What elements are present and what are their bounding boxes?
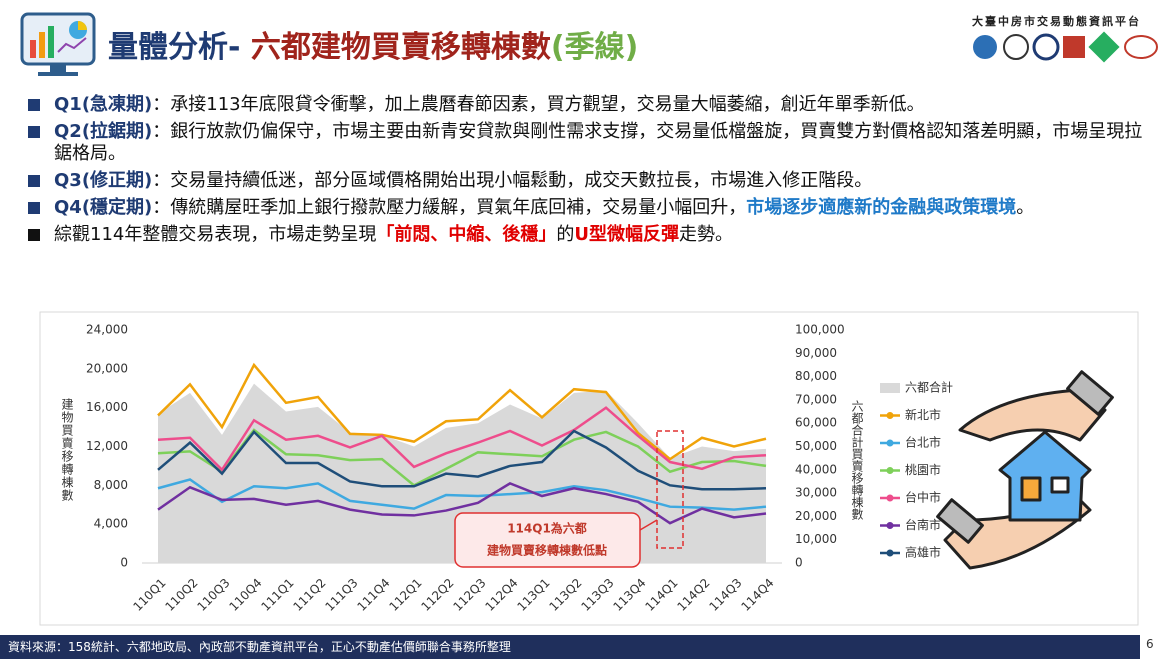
bullet-text: Q3(修正期) — [54, 170, 153, 191]
annotation-text: 114Q1為六都 — [507, 521, 587, 536]
y2-tick-label: 100,000 — [795, 323, 845, 337]
line — [157, 429, 767, 491]
legend-marker — [886, 494, 894, 502]
legend-label: 新北市 — [905, 407, 941, 422]
bullet: Q3(修正期)：交易量持續低迷，部分區域價格開始出現小幅鬆動，成交天數拉長，市場… — [26, 170, 1151, 192]
y-tick-label: 4,000 — [94, 517, 128, 531]
y-tick-label: 16,000 — [86, 400, 128, 414]
logos — [973, 31, 1158, 63]
bullet-text: 綜觀114年整體交易表現，市場走勢呈現 — [54, 224, 377, 245]
y-tick-label: 0 — [120, 556, 128, 570]
legend-marker — [886, 439, 894, 447]
title-part: 六都建物買賣移轉棟數 — [250, 30, 551, 65]
line — [157, 406, 767, 472]
legend-label: 台南市 — [905, 517, 941, 532]
bullet-text: 。 — [1016, 197, 1035, 218]
line — [157, 428, 767, 487]
bullet: Q1(急凍期)：承接113年底限貸令衝擊，加上農曆春節因素，買方觀望，交易量大幅… — [26, 94, 1151, 116]
legend-label: 六都合計 — [905, 380, 953, 395]
legend-marker — [886, 412, 894, 419]
y-tick-label: 12,000 — [86, 439, 128, 453]
legend-label: 台中市 — [905, 490, 941, 505]
legend-swatch — [880, 383, 900, 393]
platform-name: 大臺中房市交易動態資訊平台 — [972, 15, 1141, 28]
y2-tick-label: 50,000 — [795, 439, 837, 453]
bullet-text: 的 — [556, 224, 575, 245]
bullet-text: Q1(急凍期) — [54, 94, 153, 115]
y-tick-label: 24,000 — [86, 323, 128, 337]
bullet-text: Q4(穩定期) — [54, 197, 153, 218]
bullet-list: Q1(急凍期)：承接113年底限貸令衝擊，加上農曆春節因素，買方觀望，交易量大幅… — [26, 94, 1151, 251]
y2-tick-label: 80,000 — [795, 369, 837, 383]
bullet-text: ：銀行放款仍偏保守，市場主要由新青安貸款與剛性需求支撐，交易量低檔盤旋，買賣雙方… — [54, 121, 1143, 164]
line — [157, 482, 767, 525]
y-tick-label: 20,000 — [86, 361, 128, 375]
house-illustration — [936, 370, 1114, 570]
y-axis-label: 建物買賣移轉棟數 — [60, 398, 74, 502]
legend-label: 桃園市 — [905, 462, 941, 477]
y2-tick-label: 30,000 — [795, 486, 837, 500]
bullet: 綜觀114年整體交易表現，市場走勢呈現「前悶、中縮、後穩」的U型微幅反彈走勢。 — [26, 224, 1151, 246]
bullet-text: U型微幅反彈 — [574, 224, 679, 245]
page-number: 6 — [1146, 637, 1154, 651]
bullet-text: ：交易量持續低迷，部分區域價格開始出現小幅鬆動，成交天數拉長，市場進入修正階段。 — [152, 170, 873, 191]
title: 量體分析- 六都建物買賣移轉棟數(季線) — [108, 22, 638, 66]
bullet: Q4(穩定期)：傳統購屋旺季加上銀行撥款壓力緩解，買氣年底回補，交易量小幅回升，… — [26, 197, 1151, 219]
y2-tick-label: 10,000 — [795, 532, 837, 546]
legend-marker — [886, 549, 894, 557]
header-icon — [20, 12, 96, 76]
bullet-text: 「前悶、中縮、後穩」 — [376, 224, 557, 245]
title-part: 量體分析- — [108, 30, 251, 65]
y2-tick-label: 20,000 — [795, 509, 837, 523]
annotation-text: 建物買賣移轉棟數低點 — [486, 543, 607, 558]
bullet-text: ：承接113年底限貸令衝擊，加上農曆春節因素，買方觀望，交易量大幅萎縮，創近年單… — [152, 94, 925, 115]
bullet: Q2(拉鋸期)：銀行放款仍偏保守，市場主要由新青安貸款與剛性需求支撐，交易量低檔… — [26, 121, 1151, 165]
bullet-text: ：傳統購屋旺季加上銀行撥款壓力緩解，買氣年底回補，交易量小幅回升， — [152, 197, 747, 218]
y2-axis-label: 六都合計買賣移轉棟數 — [850, 400, 864, 521]
y-tick-label: 8,000 — [94, 478, 128, 492]
annotation-box — [454, 512, 641, 568]
title-part: (季線) — [550, 30, 639, 65]
bullet-text: Q2(拉鋸期) — [54, 121, 153, 142]
y2-tick-label: 60,000 — [795, 416, 837, 430]
footer-source: 資料來源：158統計、六都地政局、內政部不動產資訊平台，正心不動產估價師聯合事務… — [0, 635, 1140, 659]
bullet-text: 市場逐步適應新的金融與政策環境 — [746, 197, 1017, 218]
legend-label: 台北市 — [905, 435, 941, 450]
y2-tick-label: 40,000 — [795, 462, 837, 476]
legend-marker — [886, 522, 894, 529]
legend-marker — [886, 467, 894, 474]
y2-tick-label: 70,000 — [795, 392, 837, 406]
line — [157, 362, 767, 461]
annotation-pointer — [639, 519, 658, 531]
y2-tick-label: 0 — [795, 556, 803, 570]
line — [157, 478, 767, 511]
y2-tick-label: 90,000 — [795, 346, 837, 360]
bullet-text: 走勢。 — [678, 224, 733, 245]
legend-label: 高雄市 — [905, 545, 941, 560]
annotation-highlight — [656, 430, 684, 549]
